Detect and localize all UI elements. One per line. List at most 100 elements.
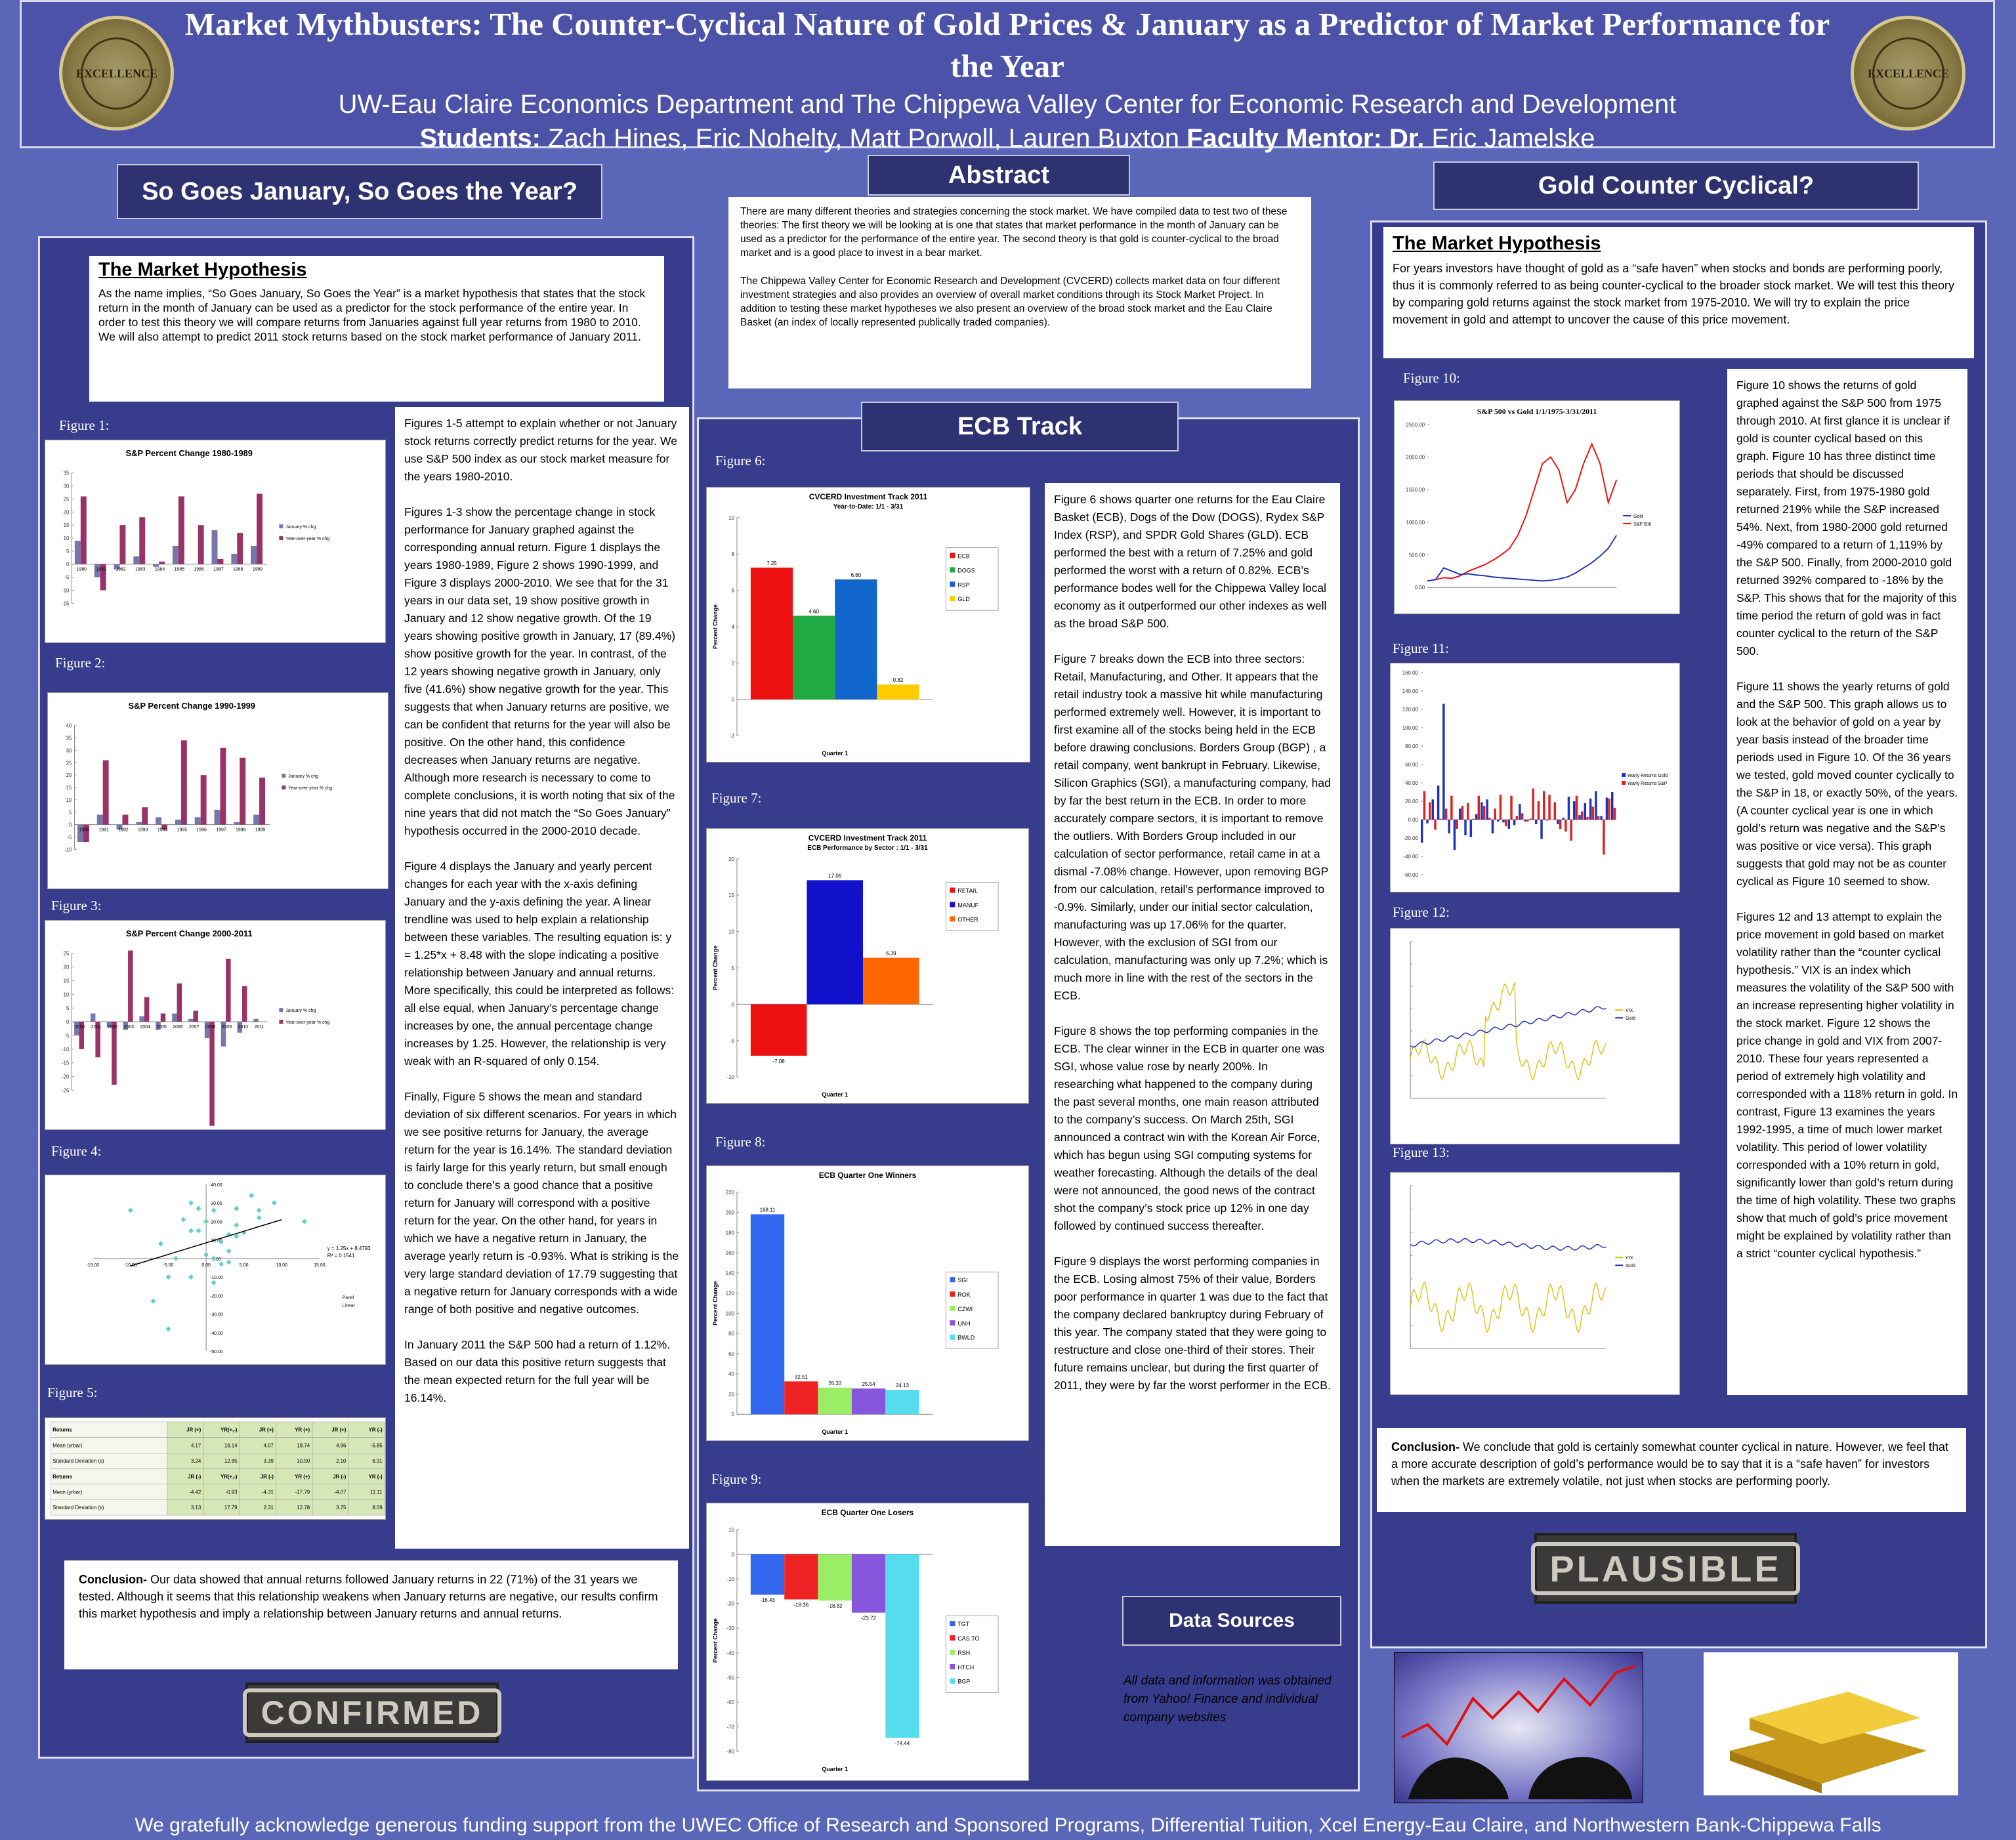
bar: [1578, 815, 1581, 820]
scatter-point: [173, 1255, 178, 1261]
y-tick-label: 35: [66, 736, 72, 742]
bar: [123, 1022, 129, 1030]
trend-equation: y = 1.25x + 8.4793: [327, 1245, 371, 1251]
figure-1-svg: S&P Percent Change 1980-1989 35 30 25 20 15 10…: [62, 448, 329, 607]
bar: [1570, 820, 1572, 841]
bar: [1477, 795, 1480, 820]
x-tick-label: 1988: [233, 568, 243, 572]
bar: [240, 757, 246, 825]
legend-label: HTCH: [957, 1664, 974, 1671]
y-tick-label: 10: [728, 515, 734, 521]
x-tick-label: 1996: [196, 828, 207, 833]
bar: [136, 822, 142, 825]
gold-conclusion-label: Conclusion-: [1391, 1440, 1460, 1453]
legend-swatch: [950, 1277, 956, 1283]
legend-label: CZWI: [957, 1306, 973, 1312]
x-tick-label: 1985: [175, 568, 185, 572]
gold-hypothesis-text: For years investors have thought of gold…: [1393, 262, 1955, 326]
y-tick-label: 0.00: [1415, 585, 1425, 591]
y-tick-label: 15: [728, 892, 734, 898]
x-tick-label: 10.00: [276, 1263, 288, 1268]
legend-label: VIX: [1626, 1256, 1633, 1261]
legend-label: Panel: [343, 1296, 354, 1301]
figure-13-label: Figure 13:: [1393, 1144, 1450, 1160]
gold-hypothesis-title: The Market Hypothesis: [1393, 233, 1601, 254]
bar: [1584, 803, 1587, 820]
figure-11-chart: 160.00 140.00 120.00 100.00 80.00 60.00 40.00 2…: [1390, 663, 1680, 892]
bar: [1608, 798, 1610, 820]
x-tick-label: 1994: [158, 828, 168, 833]
bar: [1444, 808, 1448, 820]
scatter-point: [188, 1274, 194, 1280]
y-tick-label: -25: [62, 1087, 70, 1093]
legend-label: MANUF: [957, 902, 978, 908]
y-tick-label: 1000.00: [1406, 520, 1425, 526]
abstract-para-2: The Chippewa Valley Center for Economic …: [740, 276, 1280, 328]
bar: [172, 545, 178, 564]
y-tick-label: 0: [66, 1019, 70, 1025]
gold-conclusion: Conclusion- We conclude that gold is cer…: [1377, 1428, 1966, 1512]
bar: [1461, 806, 1464, 820]
figure-6-svg: CVCERD Investment Track 2011 Year-to-Date…: [712, 492, 999, 757]
y-tick-label: 140: [726, 1270, 735, 1276]
bar: [74, 541, 81, 564]
legend-label: Year-over-year % chg: [285, 1020, 329, 1025]
bar: [1502, 820, 1505, 823]
bar: [74, 1022, 79, 1035]
bar: [1499, 795, 1502, 820]
table-text: YR(+,-): [220, 1474, 238, 1480]
table-text: 2.31: [264, 1505, 274, 1511]
january-hypothesis-box: The Market Hypothesis As the name implie…: [89, 256, 664, 402]
table-text: -4.42: [189, 1490, 201, 1495]
bar: [784, 1554, 818, 1600]
legend-swatch: [282, 774, 286, 778]
january-para-3: Figure 4 displays the January and yearly…: [404, 860, 675, 1068]
mentor-label: Faculty Mentor: Dr.: [1186, 124, 1425, 153]
legend-label: Yearly Returns Gold: [1627, 774, 1668, 778]
legend-label: Yearly Returns S&P: [1627, 782, 1668, 786]
bar: [1595, 791, 1597, 820]
y-tick-label: -40.00: [210, 1331, 223, 1336]
bar: [177, 983, 182, 1022]
figure-2-chart: S&P Percent Change 1990-1999 40 35 30 25 20 15…: [47, 692, 388, 889]
bar: [1529, 818, 1532, 820]
table-text: -4.31: [262, 1490, 274, 1495]
y-tick-label: 5: [66, 549, 70, 554]
data-label: 6.39: [886, 951, 896, 957]
table-text: -0.93: [226, 1490, 238, 1495]
bar: [1467, 803, 1469, 820]
bar: [128, 950, 133, 1022]
legend-swatch: [279, 524, 284, 529]
y-tick-label: -10: [64, 847, 72, 852]
data-label: 17.06: [828, 873, 841, 879]
table-text: YR (+): [295, 1427, 310, 1433]
figure-9-svg: ECB Quarter One Losers 10 0 -10 -20 -30 -40 -50…: [712, 1508, 999, 1772]
data-label: -18.36: [794, 1602, 809, 1608]
january-para-5: In January 2011 the S&P 500 had a return…: [404, 1338, 671, 1404]
y-tick-label: -60.00: [1404, 872, 1419, 878]
bar: [1423, 791, 1426, 820]
y-tick-label: -40.00: [1404, 854, 1419, 860]
poster-title: Market Mythbusters: The Counter-Cyclical…: [184, 6, 1830, 84]
legend-label: Gold: [1633, 514, 1643, 519]
legend-swatch: [950, 567, 956, 573]
y-tick-label: 0: [732, 1001, 735, 1007]
ecb-para-1: Figure 6 shows quarter one returns for t…: [1054, 493, 1327, 630]
table-text: Mean (yrbar): [52, 1442, 82, 1448]
table-text: -17.79: [295, 1490, 310, 1495]
ecb-para-4: Figure 9 displays the worst performing c…: [1054, 1255, 1331, 1392]
x-tick-label: -10.00: [124, 1263, 137, 1268]
x-tick-label: 2001: [91, 1025, 102, 1030]
y-tick-label: -10: [726, 1074, 734, 1080]
bar: [1472, 818, 1475, 820]
chart-title: S&P Percent Change 2000-2011: [126, 929, 253, 938]
chart-title: S&P Percent Change 1980-1989: [126, 448, 253, 458]
table-text: JR (-): [333, 1474, 346, 1480]
bar: [1589, 798, 1592, 820]
table-text: JR (-): [261, 1474, 274, 1480]
abstract-box: There are many different theories and st…: [728, 197, 1311, 388]
university-seal-left: EXCELLENCE: [59, 16, 174, 131]
gold-discussion: Figure 10 shows the returns of gold grap…: [1727, 369, 1967, 1395]
bar: [1450, 795, 1453, 820]
x-tick-label: 1998: [236, 828, 246, 833]
